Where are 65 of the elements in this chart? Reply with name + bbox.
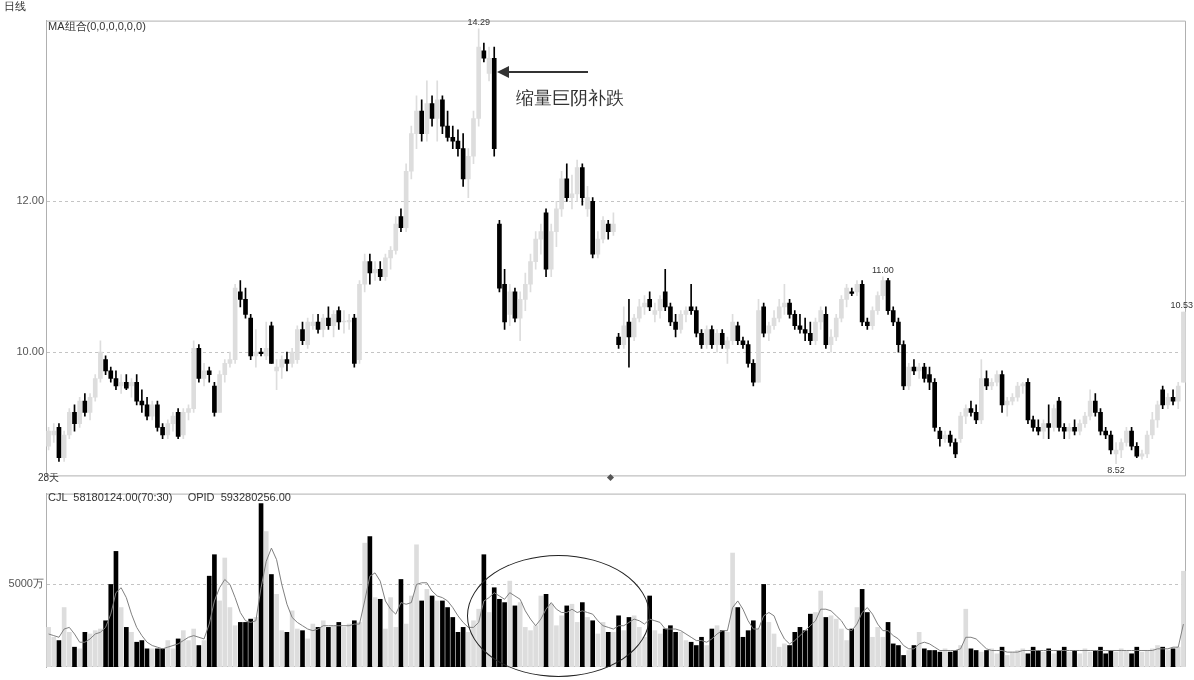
- annotation: 8.52: [1107, 464, 1125, 475]
- chart-subtitle: MA组合(0,0,0,0,0,0): [48, 19, 146, 34]
- bar: [611, 631, 616, 667]
- bar: [849, 628, 855, 667]
- bar: [434, 600, 440, 667]
- bar: [585, 617, 590, 667]
- bar: [351, 620, 357, 667]
- candlestick: [1046, 404, 1052, 440]
- bar: [906, 650, 912, 667]
- bar: [590, 620, 596, 667]
- annotation: 缩量巨阴补跌: [516, 87, 624, 110]
- bar: [579, 602, 585, 667]
- bar: [756, 628, 761, 667]
- bar: [269, 574, 274, 667]
- bar: [564, 605, 570, 667]
- bar: [263, 531, 269, 667]
- y-tick-label: 10.00: [16, 345, 44, 358]
- candlestick: [1004, 396, 1010, 417]
- candlestick: [1020, 381, 1026, 394]
- bar: [1160, 646, 1166, 667]
- annotation: 10.53: [1170, 300, 1193, 311]
- bar: [320, 620, 326, 667]
- bar: [1061, 646, 1067, 667]
- chart-subtitle: CJL 58180124.00(70:30) OPID 593280256.00: [48, 491, 291, 503]
- bar: [605, 631, 611, 667]
- bar: [1072, 650, 1077, 667]
- bar: [621, 630, 627, 667]
- bar: [123, 627, 129, 667]
- bar: [761, 584, 767, 667]
- candlestick: [263, 321, 269, 360]
- bar: [1046, 648, 1052, 667]
- y-tick-label: 5000万: [8, 577, 44, 590]
- bar: [331, 625, 336, 667]
- bar: [719, 630, 725, 667]
- bar: [377, 598, 383, 667]
- bar: [129, 631, 134, 667]
- bar: [1035, 650, 1041, 667]
- bar: [1077, 653, 1083, 667]
- bar: [807, 613, 813, 667]
- bar: [507, 580, 513, 667]
- bar: [616, 615, 621, 667]
- bar: [984, 650, 989, 667]
- bar: [678, 631, 684, 667]
- bar: [1067, 651, 1072, 667]
- y-tick-label: 12.00: [16, 194, 44, 207]
- bar: [326, 627, 331, 667]
- annotation: 14.29: [467, 16, 490, 27]
- bar: [165, 640, 171, 667]
- bar: [72, 646, 77, 667]
- bar: [989, 648, 995, 667]
- candlestick: [206, 366, 212, 383]
- bar: [134, 641, 140, 667]
- bar: [978, 651, 984, 667]
- chart-title: 日线: [4, 0, 26, 14]
- annotation: 11.00: [871, 264, 894, 275]
- bar: [336, 622, 342, 667]
- bar: [1041, 651, 1046, 667]
- bar: [419, 600, 425, 667]
- bar: [149, 648, 155, 667]
- bar: [735, 607, 741, 667]
- annotation: 28天: [38, 471, 60, 485]
- bar: [300, 630, 305, 667]
- bar: [704, 645, 710, 667]
- bar: [77, 648, 83, 667]
- bar: [750, 620, 756, 667]
